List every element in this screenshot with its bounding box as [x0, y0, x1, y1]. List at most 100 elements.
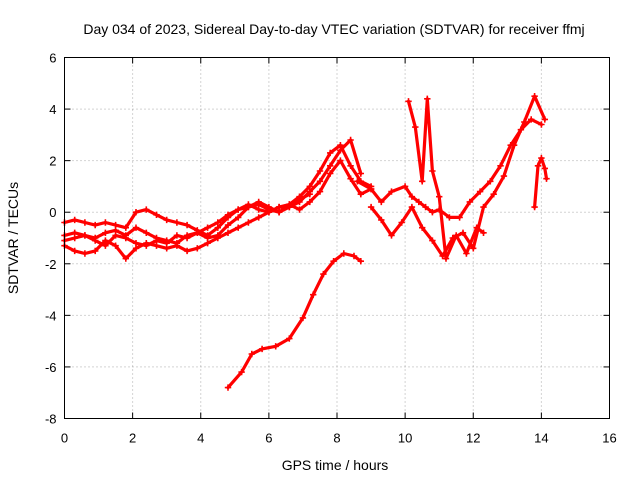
data-point	[531, 203, 538, 211]
data-point	[306, 198, 313, 206]
data-point	[412, 123, 419, 131]
data-point	[255, 201, 262, 208]
data-point	[476, 188, 484, 195]
data-point	[415, 198, 422, 206]
data-point	[81, 250, 89, 257]
data-point	[405, 98, 412, 105]
data-point	[258, 345, 266, 353]
data-point	[419, 224, 426, 231]
data-point	[401, 183, 409, 190]
data-point	[132, 224, 140, 231]
series-7	[367, 93, 548, 260]
data-point	[163, 240, 170, 247]
data-point	[132, 240, 140, 247]
data-point	[480, 229, 487, 236]
ticks: 0 2 4 6 8 10 12 14 16 -8 -6 -4 -2 0 2 4 6	[45, 51, 617, 446]
data-point	[214, 234, 221, 242]
series-line	[355, 117, 543, 219]
data-point	[436, 193, 443, 200]
y-tick-label: -4	[45, 308, 57, 323]
data-point	[122, 255, 129, 262]
data-point	[316, 188, 324, 195]
data-point	[422, 203, 429, 211]
data-point	[521, 118, 528, 126]
y-tick-label: 6	[49, 51, 56, 66]
data-point	[286, 203, 293, 211]
data-point	[316, 178, 324, 185]
series-8	[405, 95, 487, 262]
data-point	[224, 384, 232, 391]
data-point	[354, 178, 361, 185]
x-tick-label: 8	[333, 431, 340, 446]
data-point	[470, 245, 477, 252]
data-point	[463, 250, 470, 257]
data-point	[173, 242, 181, 249]
data-point	[398, 219, 405, 226]
data-point	[173, 232, 181, 239]
data-point	[92, 237, 99, 244]
data-point	[456, 214, 463, 221]
data-point	[534, 162, 542, 169]
data-point	[92, 221, 99, 229]
data-point	[71, 247, 78, 255]
y-tick-label: -8	[45, 412, 57, 427]
chart-title: Day 034 of 2023, Sidereal Day-to-day VTE…	[83, 21, 584, 37]
data-point	[102, 229, 109, 236]
series-9	[531, 154, 550, 211]
data-point	[388, 232, 395, 239]
data-point	[132, 209, 140, 216]
data-point	[122, 234, 129, 242]
data-point	[442, 255, 450, 262]
data-point	[143, 242, 150, 249]
data-point	[408, 193, 416, 200]
data-point	[473, 224, 480, 231]
data-point	[275, 209, 283, 216]
data-point	[204, 224, 211, 231]
data-point	[224, 211, 232, 218]
data-point	[245, 219, 252, 226]
data-point	[235, 214, 242, 221]
data-point	[480, 203, 487, 211]
series-line	[369, 94, 547, 258]
data-point	[327, 149, 334, 157]
data-point	[92, 247, 99, 255]
data-point	[388, 188, 395, 195]
data-point	[543, 175, 550, 182]
x-axis-label: GPS time / hours	[282, 457, 389, 473]
data-point	[541, 116, 548, 123]
data-point	[204, 240, 211, 247]
data-point	[153, 211, 160, 218]
data-point	[81, 219, 89, 226]
x-tick-label: 12	[466, 431, 480, 446]
data-point	[238, 368, 245, 376]
data-point	[112, 242, 119, 249]
data-point	[357, 258, 364, 265]
data-point	[102, 219, 109, 226]
data-point	[224, 229, 232, 236]
series-line	[406, 97, 486, 261]
x-tick-label: 10	[398, 431, 412, 446]
data-point	[510, 142, 518, 149]
data-point	[299, 314, 307, 322]
data-point	[327, 162, 334, 169]
data-point	[357, 191, 364, 198]
data-point	[81, 232, 89, 239]
data-point	[487, 178, 494, 185]
data-point	[183, 234, 191, 242]
data-point	[347, 162, 354, 169]
data-point	[255, 214, 262, 221]
data-point	[71, 216, 78, 224]
series-line	[226, 251, 363, 390]
data-point	[378, 198, 385, 206]
x-tick-label: 14	[534, 431, 548, 446]
data-point	[173, 219, 181, 226]
data-point	[350, 252, 358, 260]
data-point	[296, 206, 303, 213]
y-tick-label: 2	[49, 154, 56, 169]
data-point	[183, 247, 191, 255]
data-point	[248, 350, 255, 358]
data-point	[538, 154, 545, 162]
data-point	[153, 237, 160, 244]
y-tick-label: -2	[45, 257, 57, 272]
data-point	[500, 172, 508, 180]
